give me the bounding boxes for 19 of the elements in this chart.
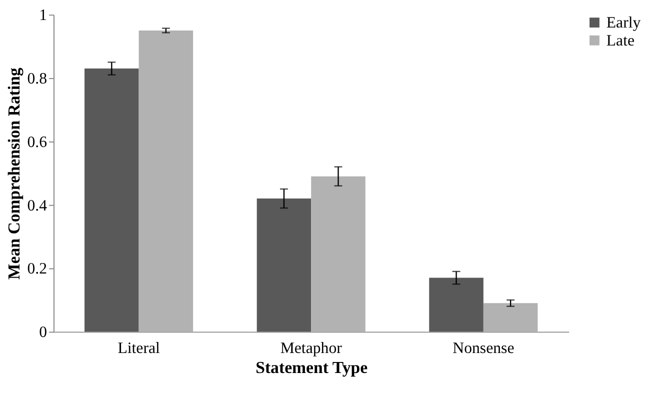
bar <box>84 68 139 332</box>
x-tick-label: Literal <box>118 340 161 357</box>
bar <box>429 278 484 332</box>
x-tick-label: Metaphor <box>280 340 343 357</box>
x-axis-title: Statement Type <box>256 358 368 377</box>
bar <box>483 303 538 332</box>
bar <box>256 198 312 332</box>
bar <box>311 176 366 332</box>
x-tick-label: Nonsense <box>452 340 514 357</box>
y-tick-label: 0 <box>39 324 48 342</box>
y-axis-title: Mean Comprehension Rating <box>4 67 24 280</box>
y-tick-label: 0.4 <box>27 197 48 214</box>
y-tick-label: 0.6 <box>27 134 48 151</box>
legend-label: Late <box>606 32 635 50</box>
y-tick-label: 0.2 <box>27 260 48 278</box>
y-tick-label: 1 <box>39 7 48 24</box>
legend-label: Early <box>606 14 641 32</box>
y-tick-label: 0.8 <box>27 70 48 88</box>
bar <box>138 30 194 332</box>
